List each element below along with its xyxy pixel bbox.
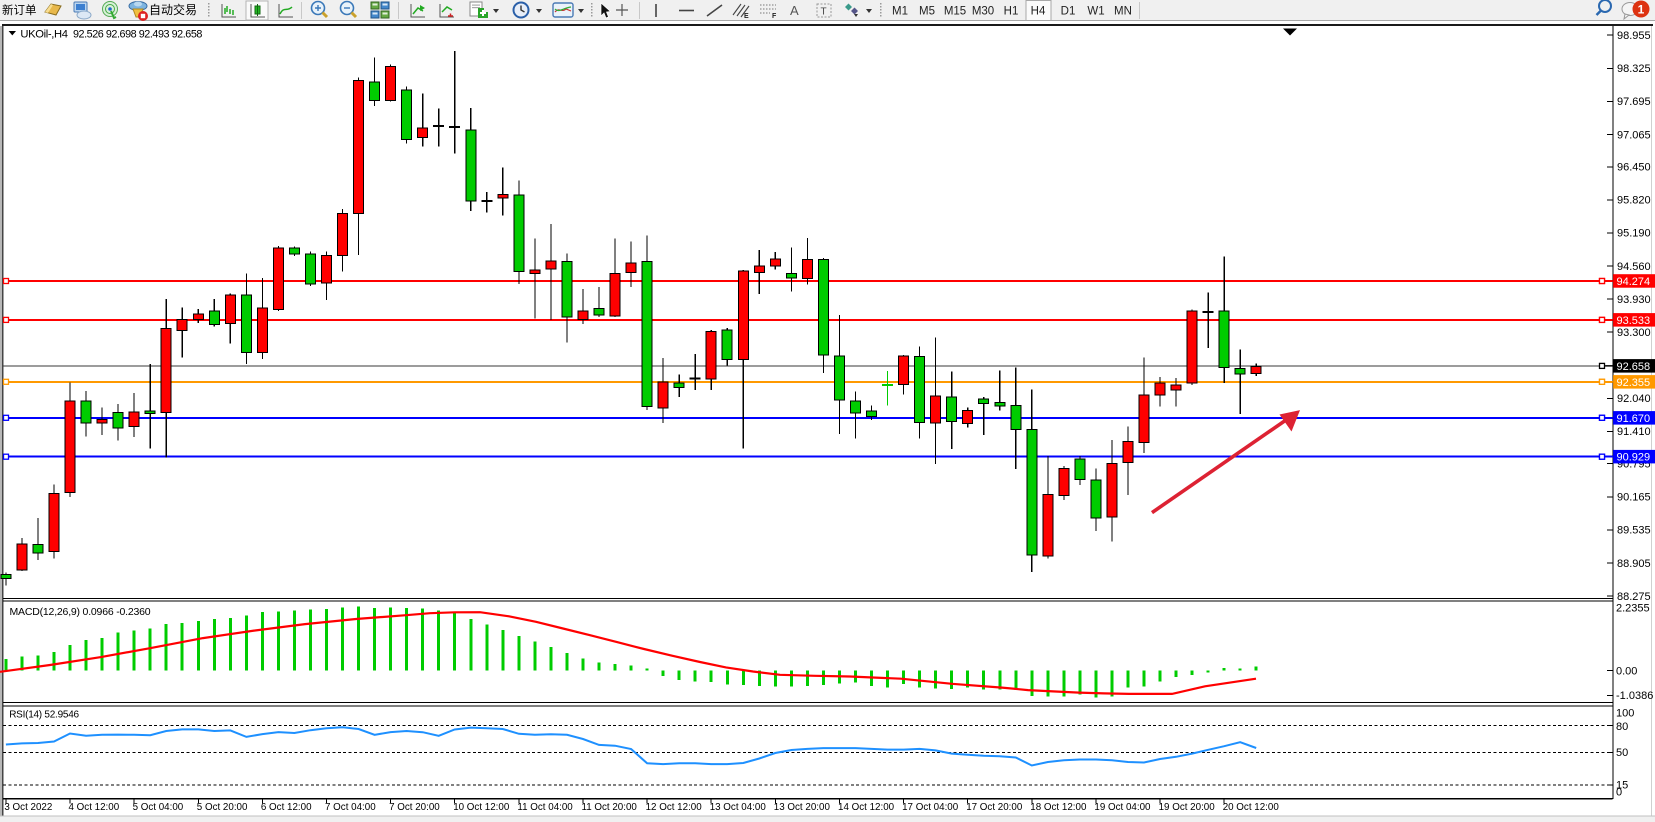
svg-text:M1: M1 [892,6,908,18]
svg-text:-1.0386: -1.0386 [1616,690,1653,702]
svg-text:91.410: 91.410 [1617,426,1651,438]
svg-text:97.065: 97.065 [1617,129,1651,141]
svg-text:100: 100 [1616,707,1634,719]
svg-text:7 Oct 20:00: 7 Oct 20:00 [389,802,440,813]
svg-text:92.040: 92.040 [1617,393,1651,405]
svg-text:7 Oct 04:00: 7 Oct 04:00 [325,802,376,813]
svg-text:90.929: 90.929 [1617,452,1651,464]
svg-text:12 Oct 12:00: 12 Oct 12:00 [646,802,703,813]
svg-text:88.905: 88.905 [1617,558,1651,570]
svg-text:新订单: 新订单 [2,3,37,17]
svg-text:14 Oct 12:00: 14 Oct 12:00 [838,802,895,813]
svg-text:17 Oct 04:00: 17 Oct 04:00 [902,802,959,813]
svg-text:T: T [821,7,827,18]
svg-text:5 Oct 04:00: 5 Oct 04:00 [133,802,184,813]
svg-text:98.955: 98.955 [1617,30,1651,42]
svg-text:89.535: 89.535 [1617,525,1651,537]
svg-text:96.450: 96.450 [1617,162,1651,174]
svg-text:15: 15 [1616,780,1628,792]
svg-text:92.355: 92.355 [1617,377,1651,389]
svg-text:M15: M15 [944,6,966,18]
svg-text:80: 80 [1616,721,1628,733]
svg-text:11 Oct 20:00: 11 Oct 20:00 [582,802,638,813]
svg-text:F: F [772,13,777,20]
svg-text:13 Oct 04:00: 13 Oct 04:00 [710,802,767,813]
svg-text:10 Oct 12:00: 10 Oct 12:00 [453,802,510,813]
svg-text:13 Oct 20:00: 13 Oct 20:00 [774,802,831,813]
svg-text:M30: M30 [972,6,994,18]
svg-text:88.275: 88.275 [1617,591,1651,603]
svg-text:UKOil-,H4: UKOil-,H4 [20,28,67,40]
svg-text:94.560: 94.560 [1617,261,1651,273]
svg-text:A: A [790,3,799,18]
svg-text:92.658: 92.658 [1617,361,1651,373]
svg-text:M5: M5 [919,6,935,18]
svg-text:0: 0 [1616,786,1622,798]
svg-text:1: 1 [1638,3,1645,17]
svg-text:20 Oct 12:00: 20 Oct 12:00 [1223,802,1280,813]
svg-text:97.695: 97.695 [1617,96,1651,108]
svg-text:93.930: 93.930 [1617,294,1651,306]
svg-text:MACD(12,26,9) 0.0966 -0.2360: MACD(12,26,9) 0.0966 -0.2360 [10,606,151,618]
svg-text:98.325: 98.325 [1617,63,1651,75]
svg-text:92.526 92.698 92.493 92.658: 92.526 92.698 92.493 92.658 [73,28,202,40]
svg-text:50: 50 [1616,747,1628,759]
svg-text:H4: H4 [1031,6,1046,18]
svg-text:90.165: 90.165 [1617,492,1651,504]
svg-text:93.300: 93.300 [1617,327,1651,339]
svg-text:D1: D1 [1061,6,1076,18]
svg-text:E: E [744,13,749,20]
svg-text:91.670: 91.670 [1617,413,1651,425]
svg-text:18 Oct 12:00: 18 Oct 12:00 [1030,802,1087,813]
svg-text:W1: W1 [1087,6,1104,18]
svg-text:19 Oct 04:00: 19 Oct 04:00 [1094,802,1151,813]
svg-text:RSI(14) 52.9546: RSI(14) 52.9546 [9,710,79,721]
svg-text:19 Oct 20:00: 19 Oct 20:00 [1159,802,1216,813]
svg-text:6 Oct 12:00: 6 Oct 12:00 [261,802,312,813]
svg-text:93.533: 93.533 [1617,315,1651,327]
svg-text:11 Oct 04:00: 11 Oct 04:00 [517,802,573,813]
svg-text:H1: H1 [1004,6,1019,18]
svg-text:MN: MN [1114,6,1132,18]
svg-text:5 Oct 20:00: 5 Oct 20:00 [197,802,248,813]
svg-text:4 Oct 12:00: 4 Oct 12:00 [69,802,120,813]
svg-text:2.2355: 2.2355 [1616,603,1650,615]
svg-text:17 Oct 20:00: 17 Oct 20:00 [966,802,1023,813]
svg-text:3 Oct 2022: 3 Oct 2022 [4,802,52,813]
svg-text:自动交易: 自动交易 [149,2,197,17]
svg-text:94.274: 94.274 [1617,276,1651,288]
svg-text:95.190: 95.190 [1617,228,1651,240]
svg-text:0.00: 0.00 [1616,665,1637,677]
svg-text:95.820: 95.820 [1617,195,1651,207]
